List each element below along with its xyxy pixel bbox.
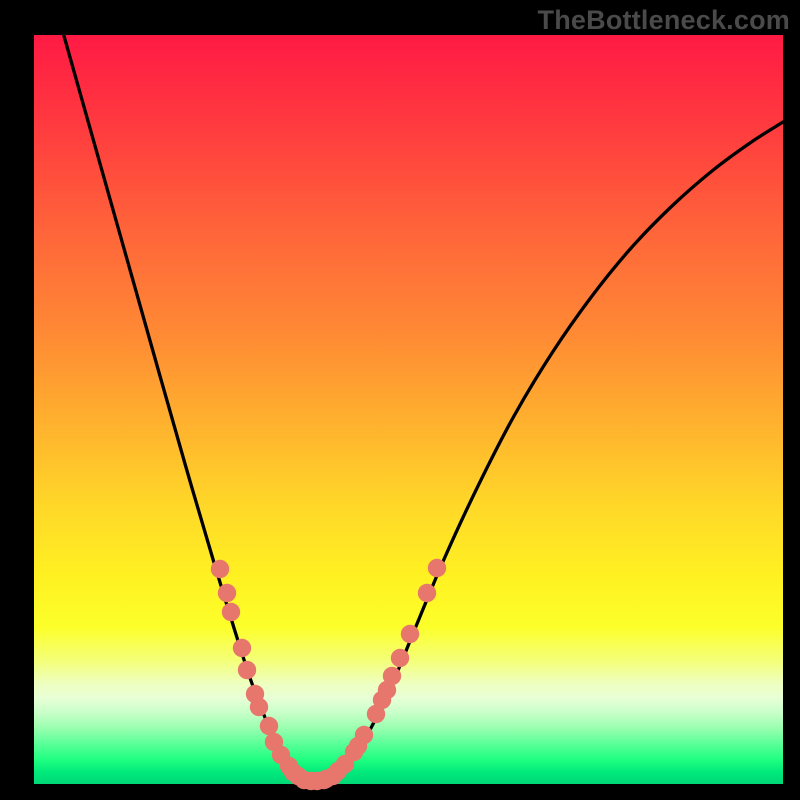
gradient-plot-area [34, 35, 783, 784]
watermark-text: TheBottleneck.com [538, 5, 790, 36]
chart-canvas: TheBottleneck.com [0, 0, 800, 800]
